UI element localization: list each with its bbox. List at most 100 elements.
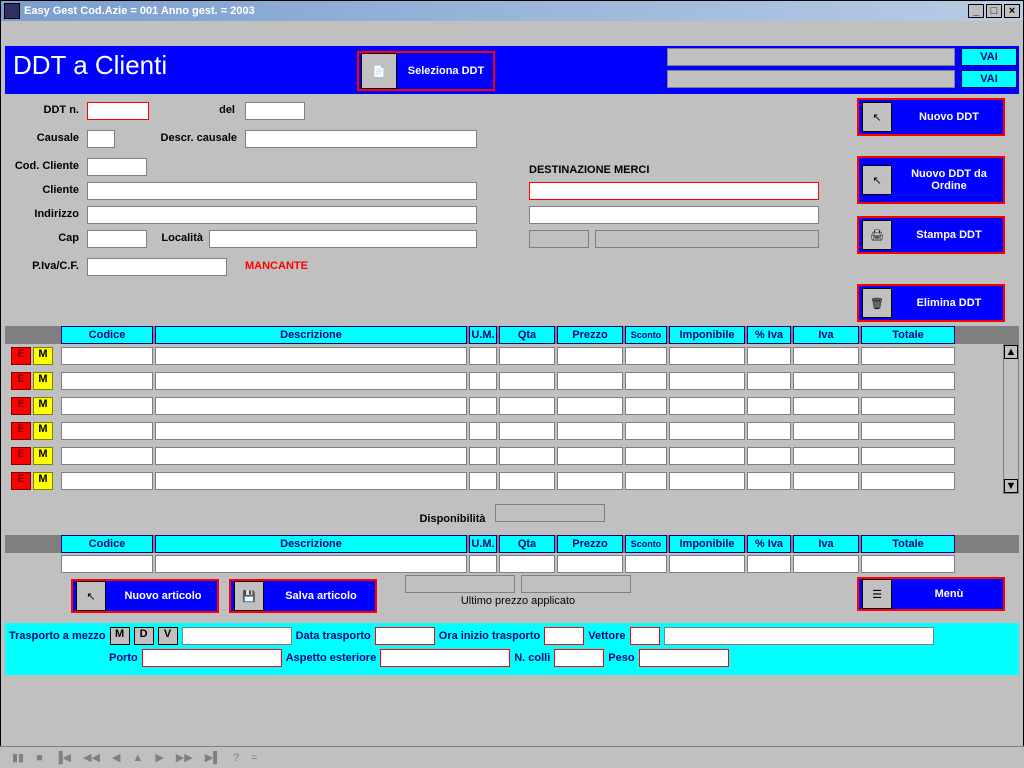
sb-first-icon[interactable]: ▐◀ [55,751,71,764]
cell-descrizione[interactable] [155,397,467,415]
cell-sconto[interactable] [625,397,667,415]
vettore-name-input[interactable] [664,627,934,645]
cell-iva[interactable] [793,422,859,440]
cell-prezzo[interactable] [557,472,623,490]
cell-descrizione[interactable] [155,372,467,390]
edit-piva[interactable] [747,555,791,573]
cell-sconto[interactable] [625,422,667,440]
cell-sconto[interactable] [625,447,667,465]
n-colli-input[interactable] [554,649,604,667]
cell-piva[interactable] [747,397,791,415]
cell-piva[interactable] [747,422,791,440]
cell-iva[interactable] [793,447,859,465]
row-edit-button[interactable]: M [33,372,53,390]
row-delete-button[interactable]: E [11,372,31,390]
cell-um[interactable] [469,472,497,490]
cell-iva[interactable] [793,397,859,415]
trasporto-m-button[interactable]: M [110,627,130,645]
descr-causale-input[interactable] [245,130,477,148]
sb-prev-icon[interactable]: ◀ [112,751,120,764]
cell-imponibile[interactable] [669,422,745,440]
grid-scrollbar[interactable]: ▲ ▼ [1003,344,1019,494]
edit-um[interactable] [469,555,497,573]
edit-iva[interactable] [793,555,859,573]
cell-iva[interactable] [793,347,859,365]
cell-sconto[interactable] [625,347,667,365]
cell-piva[interactable] [747,472,791,490]
cell-um[interactable] [469,397,497,415]
cell-um[interactable] [469,422,497,440]
cell-um[interactable] [469,347,497,365]
cell-imponibile[interactable] [669,447,745,465]
edit-imponibile[interactable] [669,555,745,573]
vettore-code-input[interactable] [630,627,660,645]
dest-merci-loc[interactable] [595,230,819,248]
ddt-n-input[interactable] [87,102,149,120]
cell-imponibile[interactable] [669,372,745,390]
cell-totale[interactable] [861,447,955,465]
cell-piva[interactable] [747,447,791,465]
scroll-down-icon[interactable]: ▼ [1004,479,1018,493]
cell-qta[interactable] [499,447,555,465]
vai-input-2[interactable] [667,70,955,88]
cell-imponibile[interactable] [669,397,745,415]
cell-piva[interactable] [747,347,791,365]
edit-sconto[interactable] [625,555,667,573]
trasporto-mezzo-input[interactable] [182,627,292,645]
cell-qta[interactable] [499,347,555,365]
dest-merci-input-1[interactable] [529,182,819,200]
vai-button-2[interactable]: VAI [961,70,1017,88]
row-delete-button[interactable]: E [11,472,31,490]
cell-descrizione[interactable] [155,472,467,490]
cell-prezzo[interactable] [557,347,623,365]
porto-input[interactable] [142,649,282,667]
sb-help-icon[interactable]: ? [233,752,239,764]
salva-articolo-button[interactable]: 💾 Salva articolo [229,579,377,613]
cell-descrizione[interactable] [155,447,467,465]
sb-last-icon[interactable]: ▶▌ [205,751,221,764]
sb-forward-icon[interactable]: ▶▶ [176,751,193,764]
cell-codice[interactable] [61,397,153,415]
edit-qta[interactable] [499,555,555,573]
minimize-button[interactable]: _ [968,4,984,18]
cell-prezzo[interactable] [557,372,623,390]
cell-prezzo[interactable] [557,447,623,465]
nuovo-ddt-ordine-button[interactable]: ↖ Nuovo DDT da Ordine [857,156,1005,204]
cell-codice[interactable] [61,422,153,440]
cell-descrizione[interactable] [155,347,467,365]
cell-um[interactable] [469,372,497,390]
row-edit-button[interactable]: M [33,472,53,490]
edit-codice[interactable] [61,555,153,573]
ora-inizio-input[interactable] [544,627,584,645]
sb-next-icon[interactable]: ▶ [155,751,163,764]
row-edit-button[interactable]: M [33,447,53,465]
trasporto-v-button[interactable]: V [158,627,178,645]
cliente-input[interactable] [87,182,477,200]
sb-stop-icon[interactable]: ■ [36,752,43,764]
cell-codice[interactable] [61,347,153,365]
aspetto-input[interactable] [380,649,510,667]
scroll-up-icon[interactable]: ▲ [1004,345,1018,359]
row-delete-button[interactable]: E [11,422,31,440]
cell-um[interactable] [469,447,497,465]
cell-totale[interactable] [861,347,955,365]
piva-input[interactable] [87,258,227,276]
localita-input[interactable] [209,230,477,248]
del-input[interactable] [245,102,305,120]
cod-cliente-input[interactable] [87,158,147,176]
maximize-button[interactable]: □ [986,4,1002,18]
sb-rewind-icon[interactable]: ◀◀ [83,751,100,764]
menu-button[interactable]: ☰ Menù [857,577,1005,611]
row-delete-button[interactable]: E [11,447,31,465]
row-edit-button[interactable]: M [33,347,53,365]
indirizzo-input[interactable] [87,206,477,224]
edit-prezzo[interactable] [557,555,623,573]
cell-prezzo[interactable] [557,397,623,415]
cell-sconto[interactable] [625,472,667,490]
row-edit-button[interactable]: M [33,397,53,415]
cell-totale[interactable] [861,372,955,390]
cell-prezzo[interactable] [557,422,623,440]
cell-piva[interactable] [747,372,791,390]
sb-up-icon[interactable]: ▲ [132,752,143,764]
cell-codice[interactable] [61,372,153,390]
